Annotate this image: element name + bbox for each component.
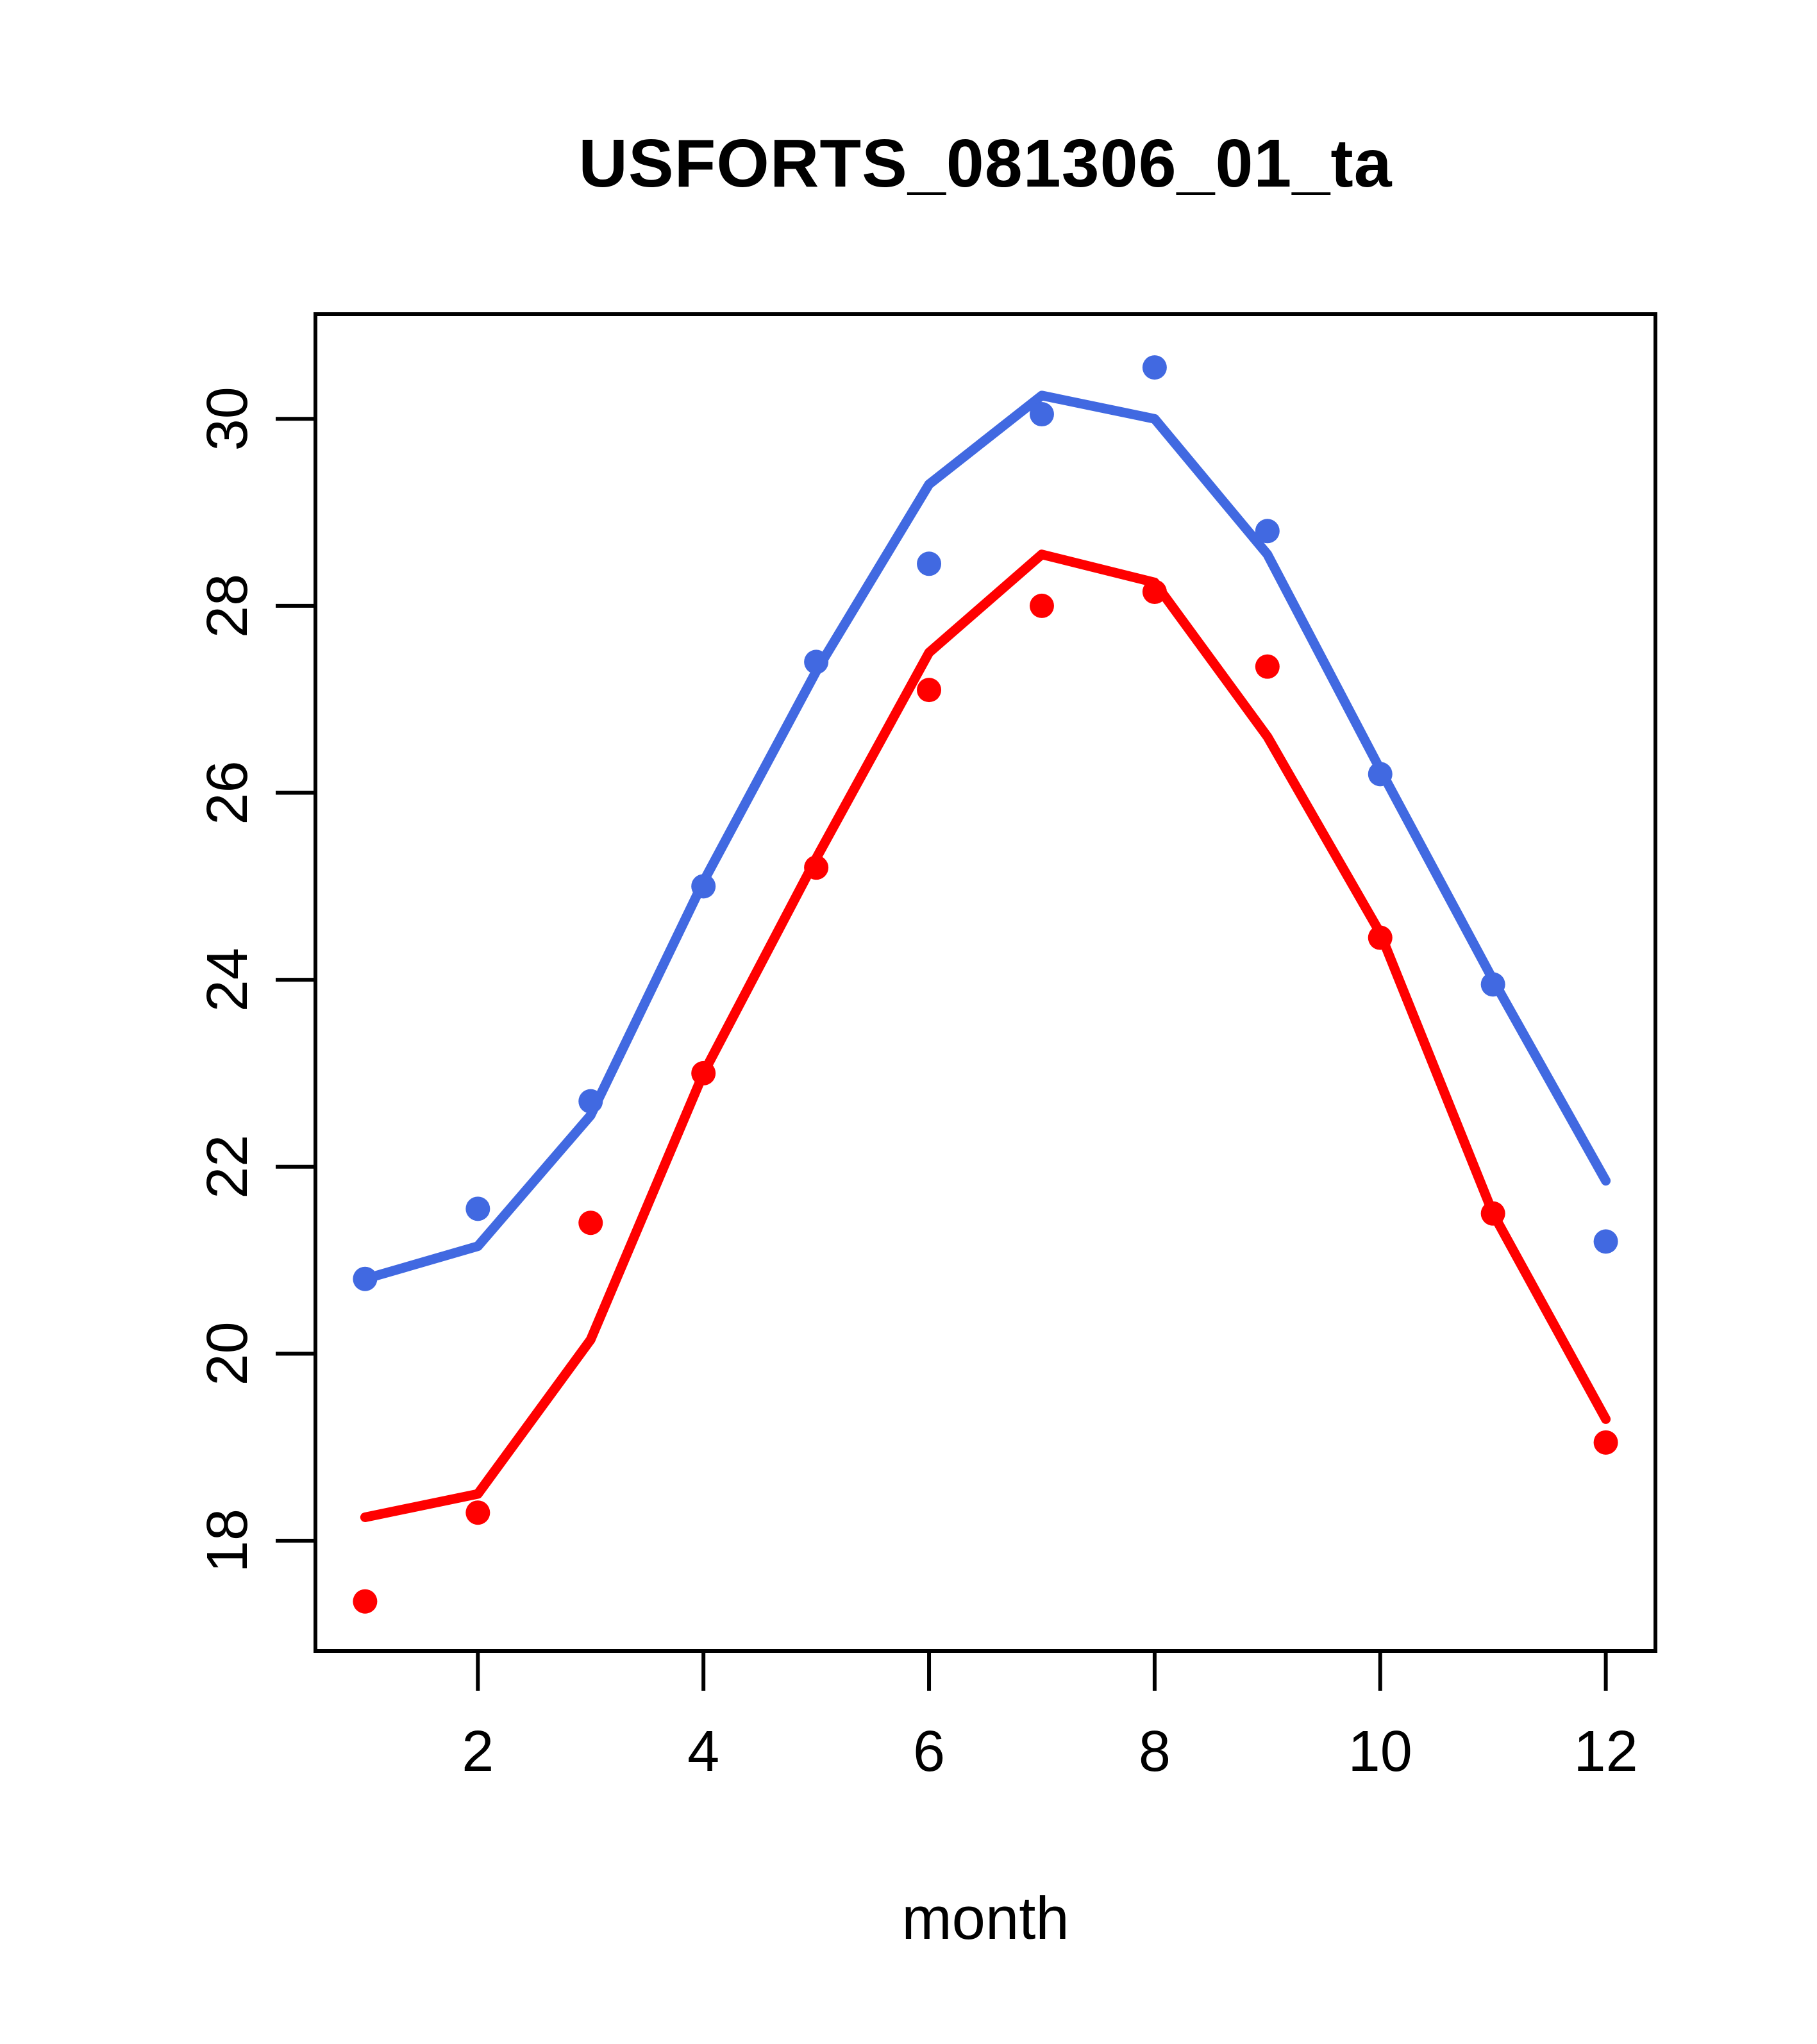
chart-title: USFORTS_081306_01_ta [578, 126, 1393, 201]
data-point-upper-points-blue-m6 [917, 551, 942, 576]
y-tick-label: 22 [196, 1135, 260, 1199]
y-tick-label: 18 [196, 1509, 260, 1573]
y-tick-label: 28 [196, 574, 260, 638]
y-tick-label: 30 [196, 387, 260, 451]
data-point-upper-points-blue-m11 [1480, 972, 1505, 997]
data-point-lower-points-red-m11 [1480, 1201, 1505, 1226]
x-tick-label: 4 [687, 1720, 719, 1784]
data-point-upper-points-blue-m8 [1142, 355, 1167, 380]
y-tick-label: 20 [196, 1321, 260, 1386]
data-point-lower-points-red-m8 [1142, 580, 1167, 605]
data-point-lower-points-red-m7 [1029, 593, 1054, 618]
data-point-lower-points-red-m2 [465, 1500, 490, 1525]
data-point-lower-points-red-m1 [353, 1589, 378, 1614]
data-point-upper-points-blue-m10 [1368, 762, 1393, 787]
data-point-upper-points-blue-m3 [578, 1089, 603, 1114]
data-point-lower-points-red-m4 [691, 1060, 716, 1085]
data-point-lower-points-red-m3 [578, 1210, 603, 1236]
data-point-upper-points-blue-m12 [1593, 1229, 1618, 1254]
y-tick-label: 26 [196, 760, 260, 825]
x-tick-label: 2 [462, 1720, 494, 1784]
data-point-upper-points-blue-m9 [1255, 519, 1280, 544]
data-point-lower-points-red-m9 [1255, 654, 1280, 679]
data-point-upper-points-blue-m1 [353, 1266, 378, 1291]
data-point-lower-points-red-m10 [1368, 925, 1393, 950]
x-axis-title: month [901, 1884, 1069, 1952]
x-tick-label: 8 [1139, 1720, 1171, 1784]
data-point-upper-points-blue-m2 [465, 1196, 490, 1221]
x-tick-label: 12 [1574, 1720, 1638, 1784]
data-point-lower-points-red-m12 [1593, 1430, 1618, 1455]
y-tick-label: 24 [196, 948, 260, 1012]
series-upper-line-blue [360, 390, 1611, 1284]
x-tick-label: 10 [1348, 1720, 1412, 1784]
series-lower-line-red [360, 549, 1611, 1522]
data-point-upper-points-blue-m4 [691, 874, 716, 899]
data-point-upper-points-blue-m5 [804, 649, 829, 674]
plot-box [314, 312, 1657, 1653]
data-point-lower-points-red-m6 [917, 678, 942, 703]
data-point-lower-points-red-m5 [804, 855, 829, 880]
x-tick-label: 6 [913, 1720, 945, 1784]
data-point-upper-points-blue-m7 [1029, 402, 1054, 427]
